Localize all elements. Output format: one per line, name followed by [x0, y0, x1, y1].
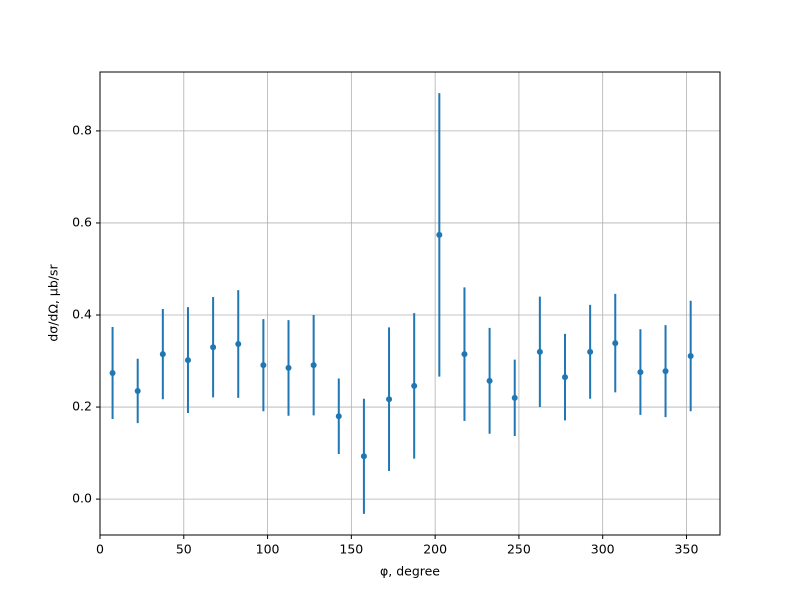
data-point [335, 413, 342, 420]
data-point [536, 348, 543, 355]
x-tick-label: 250 [507, 542, 531, 557]
x-tick-label: 300 [591, 542, 615, 557]
data-point [562, 374, 568, 381]
data-point [662, 368, 669, 375]
data-point [436, 231, 443, 238]
data-point [511, 394, 518, 401]
data-point [360, 453, 367, 460]
x-tick-label: 100 [256, 542, 280, 557]
data-point [184, 357, 191, 364]
data-point [687, 352, 694, 359]
y-axis-label: dσ/dΩ, μb/sr [46, 264, 61, 342]
y-tick-label: 0.0 [72, 491, 92, 506]
data-point [109, 369, 116, 376]
y-tick-label: 0.4 [72, 307, 92, 322]
x-tick-label: 150 [339, 542, 363, 557]
y-tick-label: 0.2 [72, 399, 92, 414]
x-tick-label: 350 [675, 542, 699, 557]
data-point [285, 364, 292, 371]
x-tick-label: 0 [96, 542, 104, 557]
x-tick-label: 50 [176, 542, 192, 557]
data-point [386, 396, 393, 403]
data-point [612, 340, 619, 347]
data-point [587, 348, 594, 355]
data-point [411, 382, 418, 389]
data-point [235, 341, 242, 348]
x-axis-label: φ, degree [380, 564, 440, 579]
data-point [486, 377, 493, 384]
data-point [134, 387, 141, 394]
y-tick-label: 0.6 [72, 214, 92, 229]
y-tick-label: 0.8 [72, 122, 92, 137]
x-tick-label: 200 [423, 542, 447, 557]
data-point [210, 344, 217, 351]
data-point [637, 369, 644, 376]
data-point [260, 362, 267, 369]
data-point [310, 362, 317, 369]
plot-frame [99, 71, 721, 536]
data-point [159, 351, 166, 358]
data-point [461, 351, 468, 358]
